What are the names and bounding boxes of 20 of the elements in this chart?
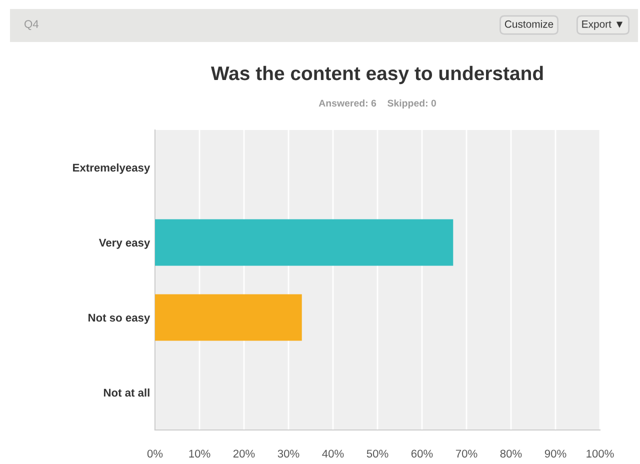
x-tick-label: 60%: [411, 450, 433, 458]
chart-subtitle: Answered: 6 Skipped: 0: [318, 99, 436, 109]
y-tick-label: Extremelyeasy: [73, 163, 150, 174]
x-tick-label: 10%: [189, 450, 210, 458]
x-tick-label: 70%: [456, 450, 478, 458]
y-tick-label: Not at all: [104, 388, 150, 397]
x-tick-label: 0%: [147, 450, 163, 458]
y-tick-label: Very easy: [98, 238, 150, 249]
x-tick-label: 30%: [278, 450, 300, 458]
x-tick-label: 80%: [500, 450, 522, 458]
text: Customize: [504, 20, 554, 28]
text: Export ▼: [582, 20, 623, 30]
x-tick-label: 90%: [544, 450, 566, 458]
x-tick-label: 20%: [233, 450, 255, 458]
x-tick-label: 100%: [586, 450, 614, 458]
y-tick-label: Not so easy: [88, 314, 150, 324]
chart-title: Was the content easy to understand: [210, 66, 543, 84]
x-tick-label: 40%: [322, 450, 344, 458]
x-tick-label: 50%: [366, 450, 388, 458]
text: Q4: [24, 20, 38, 30]
